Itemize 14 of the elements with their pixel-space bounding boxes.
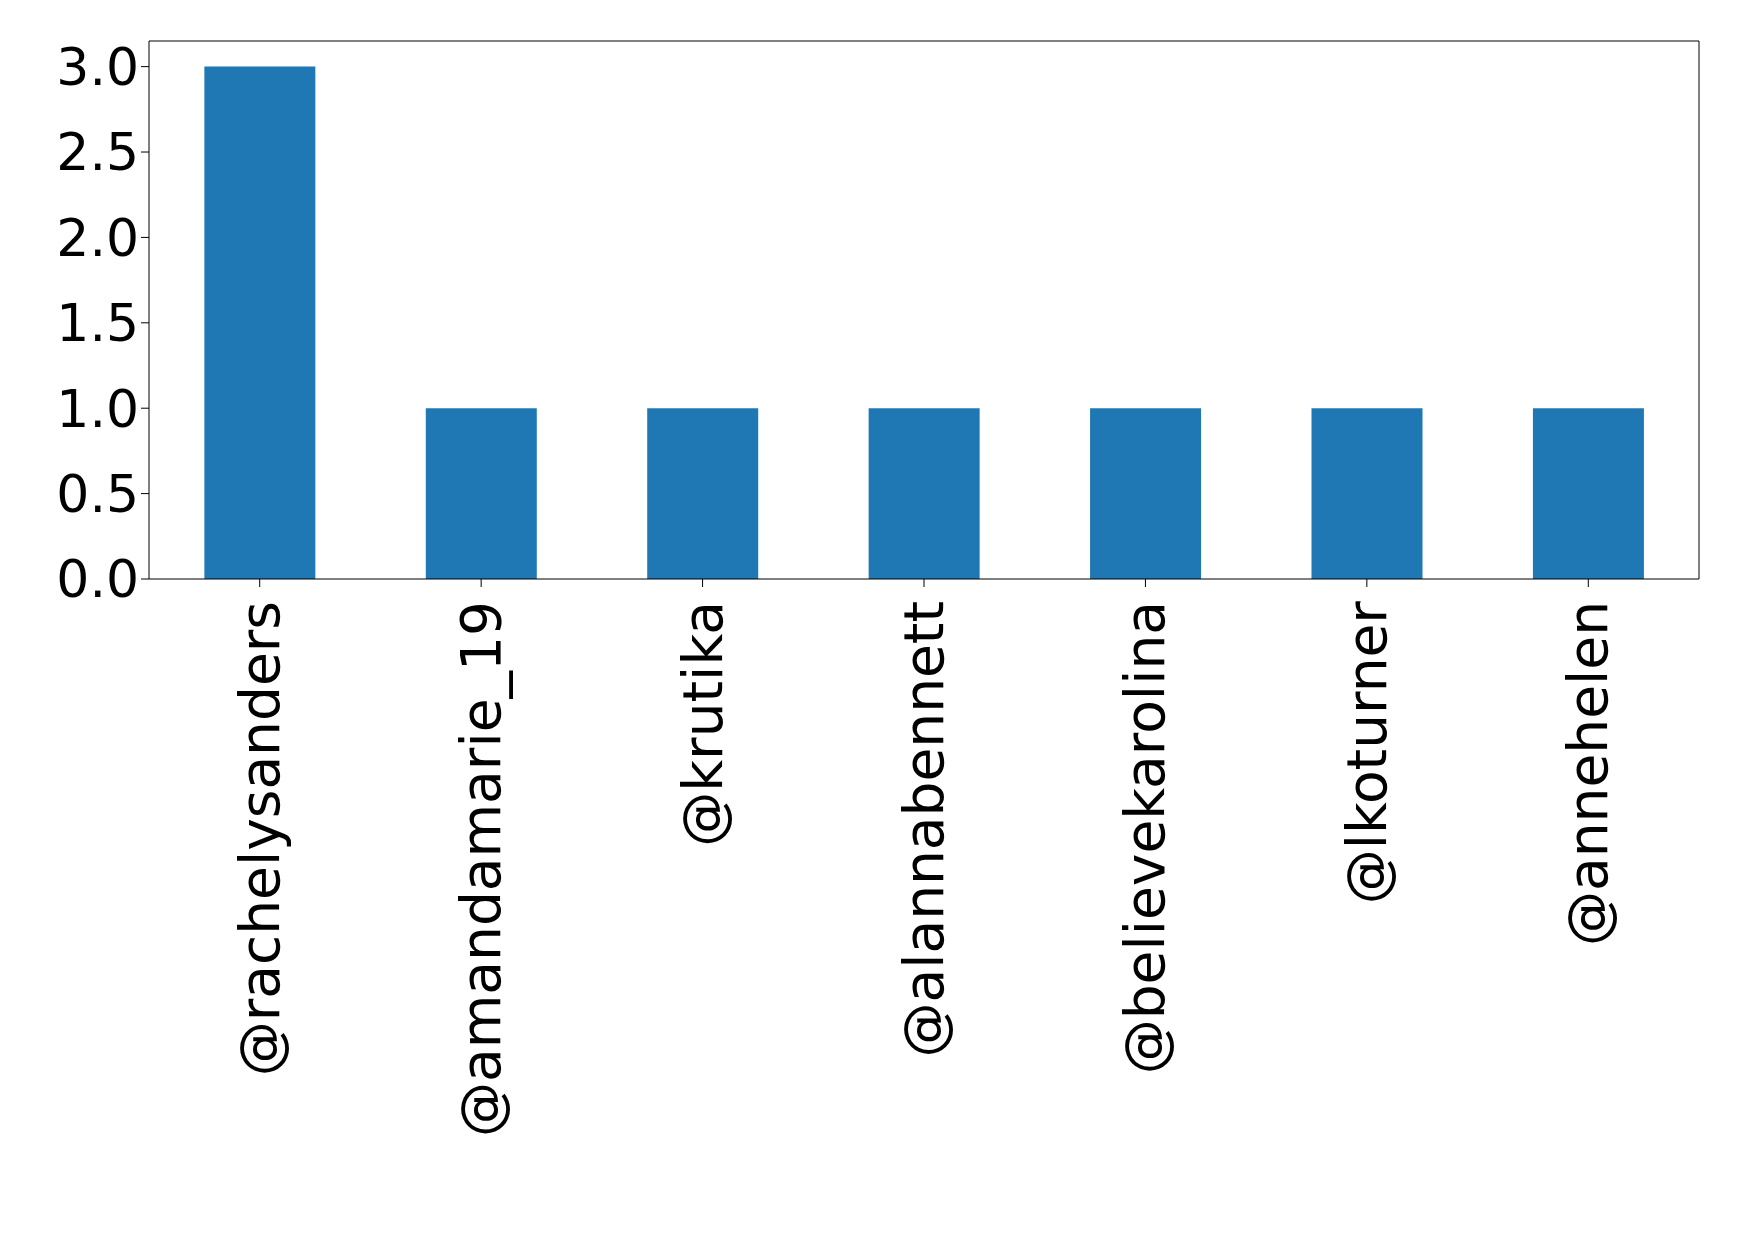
y-tick-label: 2.5 — [56, 122, 139, 183]
x-tick-label: @believekarolina — [1113, 601, 1178, 1075]
y-tick-label: 2.0 — [56, 207, 139, 268]
x-tick-label: @krutika — [670, 601, 735, 847]
y-tick-label: 1.0 — [56, 378, 139, 439]
x-tick-label: @lkoturner — [1334, 600, 1399, 905]
y-tick-label: 1.5 — [56, 293, 139, 354]
x-tick-label: @rachelysanders — [227, 601, 292, 1077]
x-tick-label: @alannabennett — [892, 601, 956, 1058]
y-tick-label: 0.0 — [56, 549, 139, 610]
x-tick-label: @annehelen — [1556, 601, 1621, 946]
x-tick-label: @amandamarie_19 — [449, 601, 514, 1137]
y-tick-label: 0.5 — [56, 464, 139, 525]
y-tick-label: 3.0 — [56, 37, 139, 98]
